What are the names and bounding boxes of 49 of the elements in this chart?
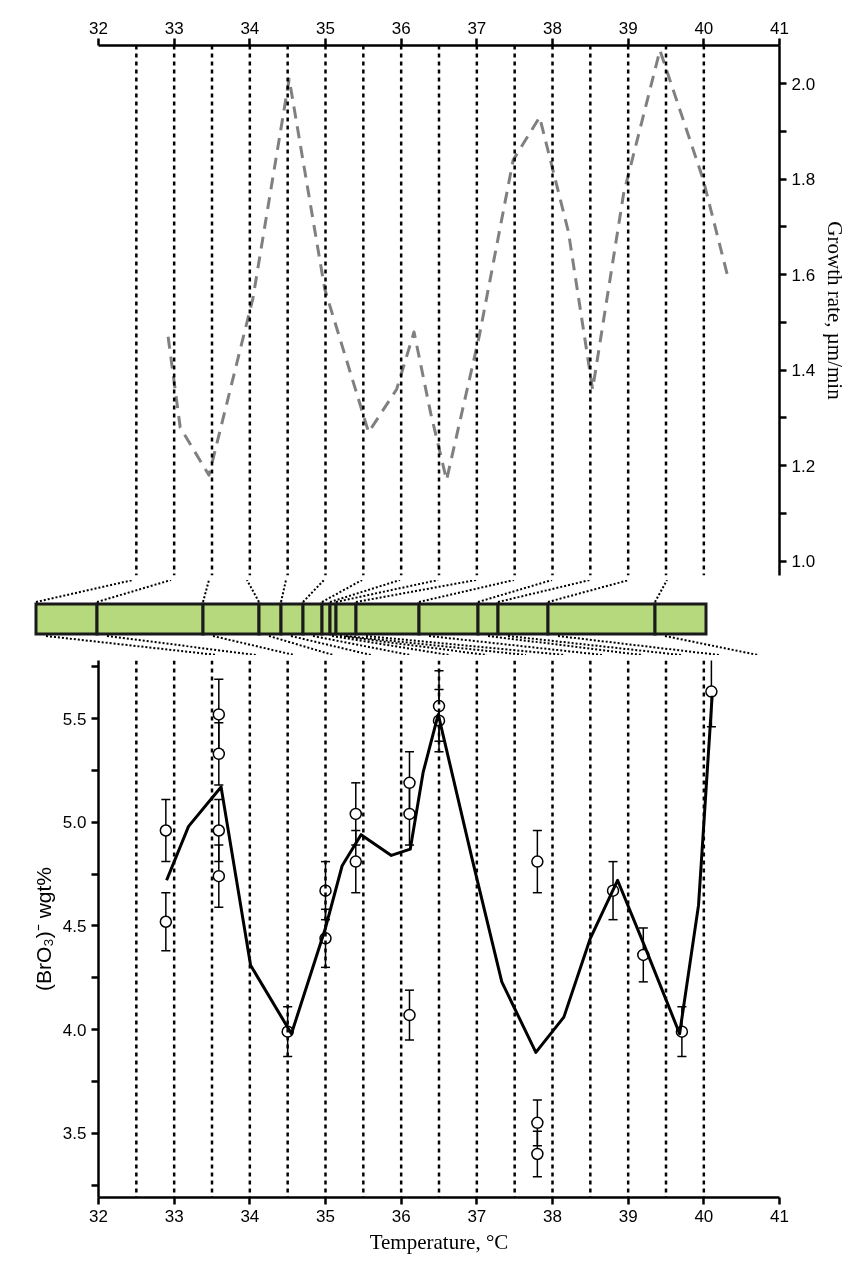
- x-tick-label: 37: [467, 18, 487, 38]
- y-tick-label: 1.2: [791, 456, 816, 476]
- point: [531, 1116, 544, 1130]
- x-tick-label: 41: [770, 18, 789, 38]
- x-tick-label: 35: [316, 18, 335, 38]
- point: [403, 807, 416, 821]
- point: [212, 869, 226, 883]
- point: [212, 708, 226, 721]
- x-tick-label: 40: [694, 1206, 714, 1226]
- x-tick-label: 39: [618, 18, 638, 38]
- point: [531, 855, 544, 868]
- y-tick-label: 5.0: [62, 813, 87, 833]
- point: [212, 824, 226, 837]
- x-tick-label: 36: [391, 18, 411, 38]
- x-axis-title: Temperature, °C: [369, 1229, 509, 1254]
- x-tick-label: 40: [694, 18, 714, 38]
- y-tick-label: 5.5: [62, 709, 87, 729]
- y-tick-label: 1.4: [791, 361, 816, 381]
- x-tick-label: 39: [618, 1206, 638, 1226]
- point: [705, 685, 718, 698]
- x-tick-label: 38: [543, 18, 562, 38]
- point: [531, 1147, 544, 1161]
- point: [159, 824, 173, 837]
- y-tick-label: 1.8: [791, 170, 816, 190]
- x-tick-label: 36: [391, 1206, 411, 1226]
- x-tick-label: 34: [240, 18, 260, 38]
- y-tick-label: 1.6: [791, 265, 816, 285]
- point: [349, 807, 363, 821]
- x-tick-label: 38: [543, 1206, 562, 1226]
- y-axis-title: (BrO₃)⁻ wgt%: [31, 866, 55, 992]
- x-tick-label: 32: [89, 18, 108, 38]
- x-tick-label: 35: [316, 1206, 335, 1226]
- y-tick-label: 1.0: [791, 552, 816, 572]
- x-tick-label: 41: [770, 1206, 789, 1226]
- y-axis-title: Growth rate, µm/min: [823, 221, 848, 401]
- point: [403, 776, 416, 790]
- x-tick-label: 33: [164, 1206, 184, 1226]
- x-tick-label: 33: [164, 18, 184, 38]
- point: [349, 855, 363, 868]
- point: [403, 1008, 416, 1022]
- y-tick-label: 4.5: [62, 916, 87, 936]
- y-tick-label: 3.5: [62, 1124, 87, 1144]
- point: [159, 915, 173, 928]
- x-tick-label: 32: [89, 1206, 108, 1226]
- y-tick-label: 2.0: [791, 74, 816, 94]
- y-tick-label: 4.0: [62, 1020, 87, 1040]
- x-tick-label: 37: [467, 1206, 487, 1226]
- point: [212, 747, 226, 761]
- x-tick-label: 34: [240, 1206, 260, 1226]
